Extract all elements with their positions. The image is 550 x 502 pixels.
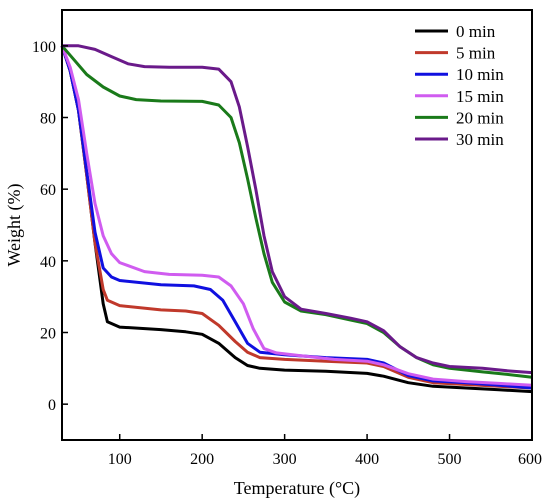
plot-lines xyxy=(60,44,533,394)
legend-label: 0 min xyxy=(456,22,496,41)
y-tick-label: 20 xyxy=(40,326,56,343)
y-tick-label: 80 xyxy=(40,111,56,128)
y-axis-title: Weight (%) xyxy=(4,183,25,266)
y-tick-label: 40 xyxy=(40,254,56,271)
x-axis: 100 200 300 400 500 600 xyxy=(108,434,542,468)
y-tick-label: 100 xyxy=(32,39,56,56)
legend: 0 min 5 min 10 min 15 min 20 min 30 min xyxy=(415,22,504,149)
x-tick-label: 600 xyxy=(518,451,542,468)
legend-label: 20 min xyxy=(456,108,504,127)
series-line-2 xyxy=(60,45,533,390)
legend-label: 5 min xyxy=(456,44,496,63)
y-tick-label: 60 xyxy=(40,182,56,199)
series-line-5 xyxy=(62,44,533,375)
x-tick-label: 300 xyxy=(273,451,297,468)
legend-label: 10 min xyxy=(456,65,504,84)
legend-label: 30 min xyxy=(456,130,504,149)
x-axis-title: Temperature (°C) xyxy=(234,478,360,499)
plot-frame xyxy=(61,9,533,441)
y-tick-label: 0 xyxy=(48,397,56,414)
legend-label: 15 min xyxy=(456,87,504,106)
series-line-3 xyxy=(60,45,533,387)
x-tick-label: 500 xyxy=(438,451,462,468)
x-tick-label: 100 xyxy=(108,451,132,468)
x-tick-label: 400 xyxy=(355,451,379,468)
x-tick-label: 200 xyxy=(190,451,214,468)
y-axis: 0 20 40 60 80 100 xyxy=(32,39,68,414)
